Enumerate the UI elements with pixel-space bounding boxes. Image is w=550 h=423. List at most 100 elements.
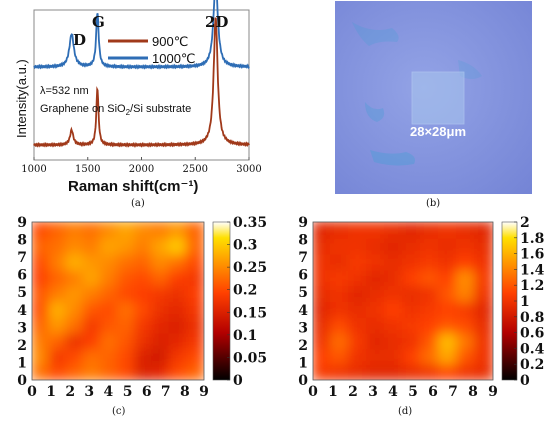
heatmap-d-cell <box>456 363 476 380</box>
heatmap-c-cell <box>99 347 119 366</box>
colorbar-d-tick-label: 1.6 <box>520 247 544 263</box>
heatmap-c-cell <box>151 252 171 271</box>
heatmap-d-cell <box>402 363 422 380</box>
heatmap-c-cell <box>168 363 188 380</box>
heatmap-c-cell <box>32 222 51 239</box>
heatmap-c-cell <box>32 363 51 380</box>
heatmap-c-clip <box>32 222 204 380</box>
heatmap-c-cell <box>82 222 102 239</box>
heatmap-c-cell <box>82 236 102 255</box>
heatmap-c-x-tick-label: 6 <box>142 384 152 400</box>
heatmap-c-cell <box>82 300 102 318</box>
heatmap-c-y-tick-label: 2 <box>17 338 27 354</box>
colorbar-d-tick-label: 1.4 <box>520 262 545 278</box>
heatmap-c-x-tick-label: 5 <box>123 384 133 400</box>
heatmap-d-cell <box>348 236 368 255</box>
heatmap-c-x-tick-label: 3 <box>84 384 94 400</box>
peak-label-2d: 2D <box>205 13 228 31</box>
heatmap-d-x-tick-label: 3 <box>368 384 378 400</box>
panel-label-a: (a) <box>131 198 145 209</box>
heatmap-c-cell <box>185 331 204 350</box>
heatmap-c-cell <box>65 284 85 302</box>
spectrum-x-tick-label: 1500 <box>75 164 100 175</box>
heatmap-d-y-ticks: 0 12 34 56 78 9 <box>298 215 308 389</box>
substrate-annotation-main: Graphene on SiO <box>40 103 126 115</box>
heatmap-c-cell <box>99 300 119 318</box>
heatmap-d-x-tick-label: 7 <box>448 384 458 400</box>
heatmap-c-cell <box>151 284 171 302</box>
heatmap-c-x-tick-label: 2 <box>65 384 75 400</box>
heatmap-d-cell <box>313 300 332 318</box>
heatmap-d-x-tick-label: 9 <box>488 384 498 400</box>
heatmap-c-cell <box>48 284 68 302</box>
heatmap-c-cell <box>168 236 188 255</box>
heatmap-d-cell <box>366 284 386 302</box>
colorbar-d-tick-label: 0.4 <box>520 341 545 357</box>
heatmap-c-y-tick-label: 0 <box>17 373 27 389</box>
heatmap-d-cell <box>384 331 404 350</box>
heatmap-d-cell <box>456 222 476 239</box>
heatmap-d-cell <box>438 300 458 318</box>
heatmap-d-cell <box>402 236 422 255</box>
panel-label-b: (b) <box>426 198 440 209</box>
heatmap-c-cell <box>99 284 119 302</box>
heatmap-c-cell <box>185 236 204 255</box>
heatmap-d-cell <box>474 347 493 366</box>
heatmap-c-cell <box>134 331 154 350</box>
heatmap-d-cell <box>330 315 350 334</box>
heatmap-c-cell <box>134 300 154 318</box>
heatmap-d-x-tick-label: 6 <box>428 384 438 400</box>
heatmap-d-cell <box>330 300 350 318</box>
colorbar-d-tick-label: 0.2 <box>520 357 544 373</box>
heatmap-d-cell <box>474 331 493 350</box>
heatmap-c-cells <box>32 222 204 380</box>
panel-label-d: (d) <box>398 406 412 417</box>
colorbar-c-tick-label: 0.2 <box>233 283 257 299</box>
colorbar-c-tick-label: 0.35 <box>233 215 267 231</box>
panel-label-c: (c) <box>112 406 126 417</box>
heatmap-c-cell <box>82 284 102 302</box>
heatmap-d-cell <box>384 300 404 318</box>
heatmap-c-cell <box>65 347 85 366</box>
substrate-annotation: Graphene on SiO2/Si substrate <box>40 103 191 117</box>
heatmap-c-cell <box>32 331 51 350</box>
heatmap-d-cell <box>348 331 368 350</box>
heatmap-d-cell <box>402 315 422 334</box>
heatmap-c-x-tick-label: 1 <box>46 384 56 400</box>
heatmap-c-cell <box>48 315 68 334</box>
heatmap-c-cell <box>117 222 137 239</box>
heatmap-d-cell <box>420 284 440 302</box>
heatmap-d-cell <box>474 268 493 287</box>
heatmap-c-y-ticks: 0 12 34 56 78 9 <box>17 215 27 389</box>
heatmap-c-cell <box>151 331 171 350</box>
heatmap-c-cell <box>99 315 119 334</box>
heatmap-c-y-tick-label: 9 <box>17 215 27 231</box>
heatmap-d-cell <box>348 347 368 366</box>
heatmap-d-cell <box>366 331 386 350</box>
spectrum-x-tick-label: 3000 <box>236 164 261 175</box>
colorbar-c-tick-label: 0 <box>233 373 243 389</box>
heatmap-c-cell <box>134 236 154 255</box>
heatmap-d-cell <box>313 363 332 380</box>
heatmap-c-cell <box>32 268 51 287</box>
heatmap-d-clip <box>313 222 493 380</box>
heatmap-c-cell <box>168 315 188 334</box>
legend-label-900: 900℃ <box>152 34 188 49</box>
heatmap-c-cell <box>82 331 102 350</box>
micrograph-stain-left <box>365 102 385 122</box>
heatmap-c-cell <box>32 315 51 334</box>
heatmap-d-y-tick-label: 3 <box>298 320 308 336</box>
heatmap-d-cell <box>348 300 368 318</box>
heatmap-d-cell <box>474 315 493 334</box>
heatmap-c-cell <box>134 315 154 334</box>
heatmap-c-cell <box>48 300 68 318</box>
heatmap-d-cell <box>348 268 368 287</box>
heatmap-c-x-tick-label: 0 <box>27 384 37 400</box>
heatmap-d-x-tick-label: 8 <box>468 384 478 400</box>
heatmap-c-cell <box>65 252 85 271</box>
heatmap-d-cell <box>313 236 332 255</box>
heatmap-d-y-tick-label: 9 <box>298 215 308 231</box>
heatmap-c-cell <box>117 252 137 271</box>
